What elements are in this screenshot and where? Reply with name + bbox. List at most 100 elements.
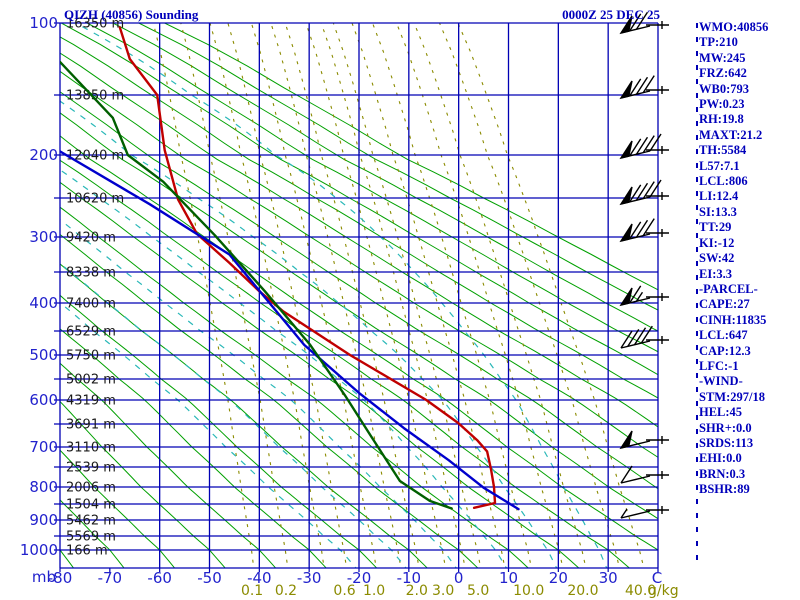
sidebar-line: BSHR:89	[699, 482, 750, 497]
isotherm-gridlines	[59, 23, 659, 568]
svg-text:20.0: 20.0	[567, 583, 598, 599]
svg-text:-80: -80	[48, 569, 73, 587]
sidebar-line: TH:5584	[699, 143, 747, 158]
svg-text:30: 30	[599, 569, 618, 587]
svg-text:800: 800	[29, 478, 58, 496]
wind-barb	[619, 75, 669, 100]
svg-text:3.0: 3.0	[432, 583, 454, 599]
svg-text:-50: -50	[197, 569, 222, 587]
wind-barb	[619, 133, 669, 160]
svg-text:1.0: 1.0	[363, 583, 385, 599]
sidebar-line: SI:13.3	[699, 204, 737, 219]
svg-text:9420 m: 9420 m	[66, 231, 116, 246]
svg-text:700: 700	[29, 438, 58, 456]
sidebar-line: BRN:0.3	[699, 466, 746, 481]
sidebar-line: FRZ:642	[699, 66, 747, 81]
svg-text:3110 m: 3110 m	[66, 441, 116, 456]
sidebar-line: LCL:647	[699, 328, 748, 343]
sidebar-line: EHI:0.0	[699, 451, 742, 466]
sidebar-line: EI:3.3	[699, 266, 732, 281]
svg-text:500: 500	[29, 346, 58, 364]
wind-barb	[619, 179, 669, 206]
svg-text:-60: -60	[147, 569, 172, 587]
sidebar-line: L57:7.1	[699, 158, 740, 173]
sidebar-line: LCL:806	[699, 174, 748, 189]
sidebar-line: PW:0.23	[699, 97, 745, 112]
sidebar-line: -WIND-	[699, 374, 743, 389]
svg-text:900: 900	[29, 511, 58, 529]
svg-text:7400 m: 7400 m	[66, 297, 116, 312]
wind-barb	[619, 218, 669, 243]
svg-text:8338 m: 8338 m	[66, 266, 116, 281]
svg-text:400: 400	[29, 294, 58, 312]
wind-barb	[619, 11, 669, 35]
svg-text:2539 m: 2539 m	[66, 461, 116, 476]
temp-unit-label: C	[652, 569, 662, 587]
svg-text:-70: -70	[98, 569, 123, 587]
sidebar-line: LI:12.4	[699, 189, 739, 204]
reference-lines	[60, 23, 658, 568]
pressure-axis-labels: 100 200 300 400 500 600 700 800 900 1000 mb	[20, 14, 58, 586]
sidebar-line: SW:42	[699, 251, 735, 266]
svg-text:10: 10	[499, 569, 518, 587]
svg-text:600: 600	[29, 391, 58, 409]
sidebar-line: STM:297/18	[699, 389, 765, 404]
svg-text:1000: 1000	[20, 541, 58, 559]
svg-text:2.0: 2.0	[406, 583, 428, 599]
sidebar-line: RH:19.8	[699, 112, 744, 127]
svg-text:200: 200	[29, 146, 58, 164]
pressure-gridlines	[54, 22, 658, 569]
svg-text:3691 m: 3691 m	[66, 418, 116, 433]
mixing-ratio-labels: 0.1 0.2 0.6 1.0 2.0 3.0 5.0 10.0 20.0 40.0g/kg	[241, 583, 679, 599]
svg-text:5569 m: 5569 m	[66, 530, 116, 545]
svg-text:300: 300	[29, 228, 58, 246]
svg-text:5750 m: 5750 m	[66, 349, 116, 364]
svg-text:20: 20	[549, 569, 568, 587]
sidebar-line: TP:210	[699, 35, 738, 50]
temp-axis-labels: -80 -70 -60 -50 -40 -30 -20 -10 0 10 20 30 C	[48, 569, 662, 587]
wind-barb	[619, 285, 669, 307]
svg-text:6529 m: 6529 m	[66, 325, 116, 340]
svg-text:0: 0	[454, 569, 464, 587]
sidebar-line: MW:245	[699, 50, 746, 65]
sidebar-line: -PARCEL-	[699, 281, 758, 296]
svg-text:100: 100	[29, 14, 58, 32]
svg-text:-10: -10	[397, 569, 422, 587]
svg-text:0.6: 0.6	[333, 583, 355, 599]
mixing-unit-label: g/kg	[648, 583, 679, 599]
svg-text:4319 m: 4319 m	[66, 394, 116, 409]
svg-text:10620 m: 10620 m	[66, 192, 124, 207]
temp-ticks	[59, 568, 659, 572]
pressure-unit-label: mb	[32, 568, 56, 586]
chart-title: QIZH (40856) Sounding	[64, 7, 199, 22]
sidebar-line: CAPE:27	[699, 297, 750, 312]
svg-text:-20: -20	[347, 569, 372, 587]
sidebar-line: LFC:-1	[699, 358, 739, 373]
svg-text:0.1: 0.1	[241, 583, 263, 599]
indices-sidebar: WMO:40856 TP:210 MW:245 FRZ:642 WB0:793 PW:0.…	[699, 20, 799, 498]
altitude-labels: 16350 m 13850 m 12040 m 10620 m 9420 m 8338 m…	[66, 17, 124, 559]
wind-barb	[620, 465, 669, 484]
sidebar-line: SHR+:0.0	[699, 420, 752, 435]
sidebar-line: WB0:793	[699, 81, 749, 96]
dewpoint-curve	[60, 150, 520, 511]
profile-curves	[60, 26, 520, 511]
temperature-curve	[118, 26, 497, 509]
svg-text:1504 m: 1504 m	[66, 498, 116, 513]
svg-text:-30: -30	[297, 569, 322, 587]
sidebar-line: CINH:11835	[699, 312, 767, 327]
svg-text:-40: -40	[247, 569, 272, 587]
svg-text:5002 m: 5002 m	[66, 373, 116, 388]
svg-text:166 m: 166 m	[66, 544, 108, 559]
svg-text:12040 m: 12040 m	[66, 149, 124, 164]
svg-text:5.0: 5.0	[467, 583, 489, 599]
svg-text:2006 m: 2006 m	[66, 481, 116, 496]
svg-text:0.2: 0.2	[275, 583, 297, 599]
sidebar-line: WMO:40856	[699, 20, 769, 34]
wind-barb	[620, 325, 669, 349]
dry-adiabats	[60, 23, 658, 568]
sidebar-line: TT:29	[699, 220, 732, 235]
sidebar-line: MAXT:21.2	[699, 127, 763, 142]
